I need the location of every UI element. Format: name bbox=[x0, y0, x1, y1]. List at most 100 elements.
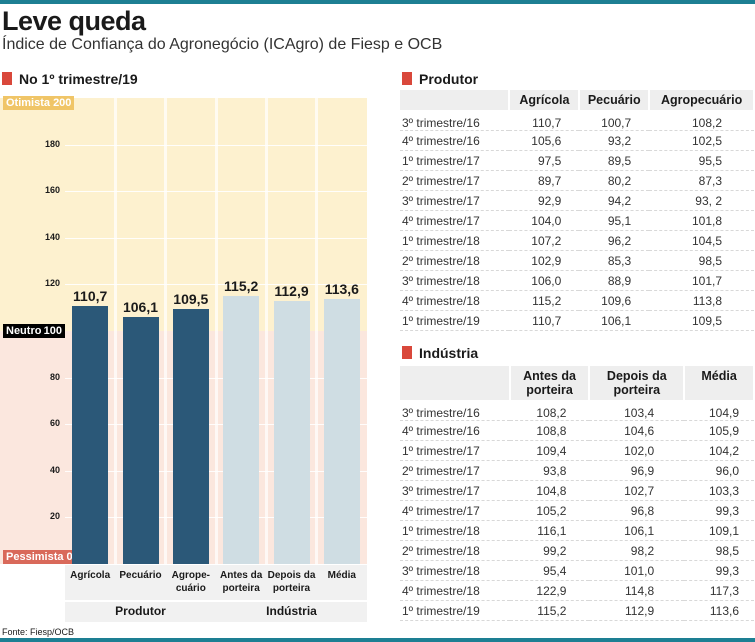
top-rule bbox=[0, 0, 755, 4]
row-label: 1º trimestre/19 bbox=[400, 600, 510, 621]
table-cell: 115,2 bbox=[509, 600, 590, 621]
table-cell: 114,8 bbox=[589, 580, 685, 601]
table-header-row: Agrícola Pecuário Agropecuário bbox=[400, 90, 755, 110]
table-cell: 95,5 bbox=[649, 150, 754, 171]
table-cell: 104,9 bbox=[684, 400, 754, 421]
table-cell: 96,2 bbox=[579, 230, 650, 251]
column-header bbox=[400, 90, 511, 110]
y-tick-label: 180 bbox=[44, 138, 60, 149]
table-cell: 93,8 bbox=[509, 460, 590, 481]
chart-section-title: No 1º trimestre/19 bbox=[2, 71, 138, 87]
row-label: 4º trimestre/16 bbox=[400, 130, 510, 151]
y-tick-label: 60 bbox=[49, 418, 60, 429]
row-label: 1º trimestre/17 bbox=[400, 440, 510, 461]
table-cell: 107,2 bbox=[509, 230, 580, 251]
table-cell: 80,2 bbox=[579, 170, 650, 191]
bar bbox=[172, 308, 209, 564]
neutral-label: Neutro bbox=[6, 325, 42, 337]
table-row: 2º trimestre/17 89,7 80,2 87,3 bbox=[400, 170, 754, 191]
table-cell: 109,1 bbox=[684, 520, 754, 541]
table-cell: 104,5 bbox=[649, 230, 754, 251]
section-marker-icon bbox=[402, 72, 412, 85]
table-cell: 113,8 bbox=[649, 290, 754, 311]
industria-section-title: Indústria bbox=[402, 345, 478, 361]
group-label: Produtor bbox=[115, 604, 166, 618]
table-row: 1º trimestre/19 110,7 106,1 109,5 bbox=[400, 310, 754, 331]
table-row: 1º trimestre/17 109,4 102,0 104,2 bbox=[400, 440, 754, 461]
table-row: 3º trimestre/17 104,8 102,7 103,3 bbox=[400, 480, 754, 501]
table-cell: 94,2 bbox=[579, 190, 650, 211]
table-cell: 104,0 bbox=[509, 210, 580, 231]
bar bbox=[122, 316, 159, 564]
table-row: 4º trimestre/18 115,2 109,6 113,8 bbox=[400, 290, 754, 311]
column-separator bbox=[315, 98, 319, 564]
table-cell: 109,5 bbox=[649, 310, 754, 331]
table-cell: 92,9 bbox=[509, 190, 580, 211]
bar-value-label: 112,9 bbox=[274, 282, 309, 299]
row-label: 3º trimestre/17 bbox=[400, 190, 510, 211]
category-label: Média bbox=[327, 570, 356, 581]
table-row: 3º trimestre/18 95,4 101,0 99,3 bbox=[400, 560, 754, 581]
section-marker-icon bbox=[2, 72, 12, 85]
column-header: Antes da porteira bbox=[509, 366, 591, 400]
row-label: 3º trimestre/18 bbox=[400, 270, 510, 291]
table-cell: 104,8 bbox=[509, 480, 590, 501]
source-note: Fonte: Fiesp/OCB bbox=[2, 627, 75, 637]
table-row: 4º trimestre/16 108,8 104,6 105,9 bbox=[400, 420, 754, 441]
row-label: 4º trimestre/17 bbox=[400, 210, 510, 231]
category-label: Antes da porteira bbox=[220, 570, 263, 594]
bar bbox=[72, 306, 109, 564]
table-cell: 103,3 bbox=[684, 480, 754, 501]
column-header: Agrícola bbox=[509, 90, 581, 110]
table-cell: 102,5 bbox=[649, 130, 754, 151]
table-cell: 104,6 bbox=[589, 420, 685, 441]
category-label: Pecuário bbox=[119, 570, 162, 581]
table-row: 1º trimestre/18 107,2 96,2 104,5 bbox=[400, 230, 754, 251]
bar-chart bbox=[65, 98, 367, 564]
table-row: 3º trimestre/16 110,7 100,7 108,2 bbox=[400, 110, 754, 131]
table-cell: 104,2 bbox=[684, 440, 754, 461]
section-marker-icon bbox=[402, 346, 412, 359]
table-cell: 87,3 bbox=[649, 170, 754, 191]
bar bbox=[223, 295, 260, 564]
optimist-band-axis bbox=[0, 98, 65, 331]
table-row: 1º trimestre/18 116,1 106,1 109,1 bbox=[400, 520, 754, 541]
row-label: 2º trimestre/17 bbox=[400, 170, 510, 191]
table-cell: 95,1 bbox=[579, 210, 650, 231]
table-cell: 96,0 bbox=[684, 460, 754, 481]
table-cell: 96,8 bbox=[589, 500, 685, 521]
bar-value-label: 106,1 bbox=[122, 298, 159, 315]
row-label: 2º trimestre/18 bbox=[400, 250, 510, 271]
row-label: 2º trimestre/18 bbox=[400, 540, 510, 561]
table-row: 2º trimestre/17 93,8 96,9 96,0 bbox=[400, 460, 754, 481]
table-cell: 85,3 bbox=[579, 250, 650, 271]
y-tick-label: 80 bbox=[49, 371, 60, 382]
table-row: 4º trimestre/18 122,9 114,8 117,3 bbox=[400, 580, 754, 601]
table-row: 4º trimestre/17 104,0 95,1 101,8 bbox=[400, 210, 754, 231]
table-cell: 93, 2 bbox=[649, 190, 754, 211]
table-row: 3º trimestre/16 108,2 103,4 104,9 bbox=[400, 400, 754, 421]
column-separator bbox=[214, 98, 218, 564]
table-cell: 102,0 bbox=[589, 440, 685, 461]
table-cell: 113,6 bbox=[684, 600, 754, 621]
table-row: 2º trimestre/18 102,9 85,3 98,5 bbox=[400, 250, 754, 271]
industria-title: Indústria bbox=[419, 345, 479, 361]
group-row bbox=[65, 602, 367, 622]
table-cell: 89,7 bbox=[509, 170, 580, 191]
table-cell: 98,5 bbox=[684, 540, 754, 561]
row-label: 4º trimestre/18 bbox=[400, 580, 510, 601]
row-label: 1º trimestre/17 bbox=[400, 150, 510, 171]
y-tick-label: 140 bbox=[44, 231, 60, 242]
table-cell: 99,2 bbox=[509, 540, 590, 561]
row-label: 3º trimestre/16 bbox=[400, 400, 510, 421]
table-cell: 110,7 bbox=[509, 310, 580, 331]
table-cell: 101,0 bbox=[589, 560, 685, 581]
y-tick-label: 20 bbox=[49, 511, 60, 522]
column-header: Depois da porteira bbox=[589, 366, 686, 400]
category-row bbox=[65, 565, 367, 600]
table-cell: 99,3 bbox=[684, 500, 754, 521]
bar-value-label: 109,5 bbox=[173, 290, 209, 307]
bar-value-label: 115,2 bbox=[224, 277, 259, 294]
table-cell: 122,9 bbox=[509, 580, 590, 601]
row-label: 1º trimestre/18 bbox=[400, 230, 510, 251]
